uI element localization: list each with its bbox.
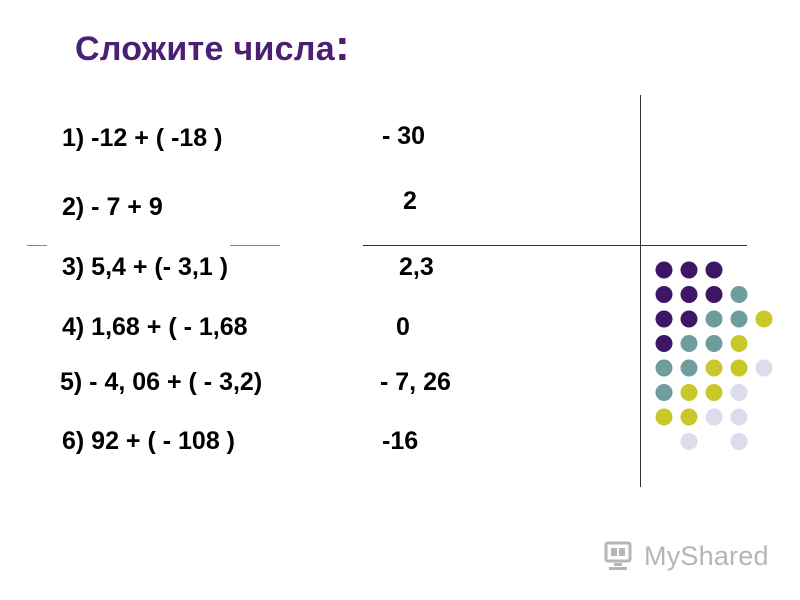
problem-2-expression: 2) - 7 + 9 bbox=[62, 193, 163, 221]
dot-purple bbox=[655, 310, 673, 328]
dot-lavender bbox=[730, 408, 748, 426]
dot-yellow bbox=[680, 384, 698, 401]
dot-yellow bbox=[755, 310, 773, 328]
dot-yellow bbox=[680, 408, 698, 426]
dot-yellow bbox=[730, 335, 748, 352]
problem-4-expression: 4) 1,68 + ( - 1,68 bbox=[62, 313, 248, 341]
title-colon: : bbox=[335, 21, 350, 70]
problem-3-expression: 3) 5,4 + (- 3,1 ) bbox=[62, 253, 229, 281]
dot-purple bbox=[680, 310, 698, 328]
dot-teal bbox=[680, 359, 698, 377]
problem-2-answer: 2 bbox=[403, 187, 417, 215]
problem-3-answer: 2,3 bbox=[399, 253, 434, 281]
dot-purple bbox=[655, 286, 673, 303]
slide-title: Сложите числа: bbox=[75, 24, 350, 69]
dot-purple bbox=[705, 286, 723, 303]
dot-teal bbox=[655, 359, 673, 377]
title-text: Сложите числа bbox=[75, 30, 335, 68]
dot-teal bbox=[730, 286, 748, 303]
myshared-logo-icon bbox=[604, 541, 632, 570]
problem-6-expression: 6) 92 + ( - 108 ) bbox=[62, 427, 235, 455]
short-divider-line bbox=[230, 245, 280, 246]
dot-lavender bbox=[705, 408, 723, 426]
dot-teal bbox=[680, 335, 698, 352]
dot-teal bbox=[730, 310, 748, 328]
horizontal-divider-line bbox=[363, 245, 747, 246]
dot-purple bbox=[655, 335, 673, 352]
dot-teal bbox=[705, 335, 723, 352]
dot-teal bbox=[705, 310, 723, 328]
problem-5-answer: - 7, 26 bbox=[380, 368, 451, 396]
dot-purple bbox=[655, 261, 673, 279]
dot-purple bbox=[680, 261, 698, 279]
dot-lavender bbox=[730, 433, 748, 450]
problem-5-expression: 5) - 4, 06 + ( - 3,2) bbox=[60, 368, 263, 396]
problem-1-answer: - 30 bbox=[382, 122, 426, 150]
dot-yellow bbox=[705, 359, 723, 377]
dot-yellow bbox=[655, 408, 673, 426]
dot-lavender bbox=[680, 433, 698, 450]
vertical-divider-line bbox=[640, 95, 641, 487]
dot-purple bbox=[680, 286, 698, 303]
problem-4-answer: 0 bbox=[396, 313, 410, 341]
dot-yellow bbox=[730, 359, 748, 377]
dot-lavender bbox=[755, 359, 773, 377]
dot-yellow bbox=[705, 384, 723, 401]
dot-teal bbox=[655, 384, 673, 401]
problem-6-answer: -16 bbox=[382, 427, 419, 455]
problem-1-expression: 1) -12 + ( -18 ) bbox=[62, 124, 223, 152]
watermark-text: MyShared bbox=[644, 540, 769, 571]
myshared-watermark: MyShared bbox=[604, 538, 769, 574]
left-tick-line bbox=[27, 245, 47, 246]
dot-lavender bbox=[730, 384, 748, 401]
dot-purple bbox=[705, 261, 723, 279]
